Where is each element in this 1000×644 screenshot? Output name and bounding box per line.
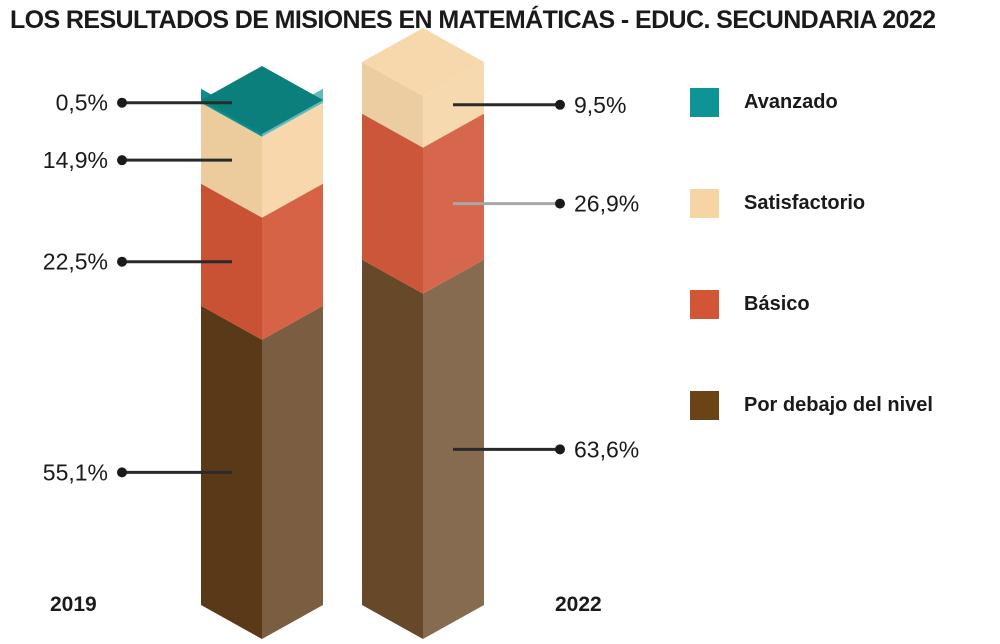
year-label-2022: 2022 [555,593,602,616]
leader-dot-2019-por-debajo [117,467,127,478]
data-label-2019-basico: 22,5% [43,249,108,275]
data-label-2019-por-debajo: 55,1% [43,459,108,485]
data-label-2022-satisfactorio: 9,5% [574,92,626,118]
bar-2019: 55,1% 22,5% 14,9% 0,5% [43,66,323,639]
legend-label-satisfactorio: Satisfactorio [744,191,866,214]
leader-dot-2022-basico [555,198,565,209]
bar-2019-por-debajo-right [262,305,323,639]
legend-label-avanzado: Avanzado [744,90,838,113]
data-label-2019-avanzado: 0,5% [56,90,108,116]
leader-dot-2019-satisfactorio [117,155,127,166]
year-label-2019: 2019 [50,593,97,616]
legend-item-por-debajo: Por debajo del nivel [690,390,933,420]
legend-label-basico: Básico [744,292,810,315]
bar-2022-por-debajo-left [362,259,423,639]
legend-item-satisfactorio: Satisfactorio [690,188,933,218]
bar-2019-top-cap [201,66,323,134]
legend-swatch-satisfactorio [690,188,719,218]
bar-2022-top-cap [362,27,484,96]
legend: Avanzado Satisfactorio Básico Por debajo… [690,87,933,420]
legend-item-basico: Básico [690,289,933,319]
legend-item-avanzado: Avanzado [690,87,933,117]
bar-2022-basico-left [362,113,423,294]
leader-dot-2019-basico [117,256,127,267]
legend-label-por-debajo: Por debajo del nivel [744,393,933,416]
leader-dot-2022-satisfactorio [555,99,565,110]
bar-2019-basico-right [262,183,323,340]
leader-dot-2019-avanzado [117,97,127,108]
data-label-2022-por-debajo: 63,6% [574,436,639,462]
legend-swatch-basico [690,289,719,319]
bar-2019-satisfactorio-right [262,102,323,218]
data-label-2022-basico: 26,9% [574,191,639,217]
data-label-2019-satisfactorio: 14,9% [43,147,108,173]
bar-2022: 63,6% 26,9% 9,5% [362,27,639,639]
bar-2022-satisfactorio-left [362,61,423,148]
legend-swatch-avanzado [690,87,719,117]
chart-title: LOS RESULTADOS DE MISIONES EN MATEMÁTICA… [10,6,936,34]
leader-dot-2022-por-debajo [555,444,565,455]
legend-swatch-por-debajo [690,390,719,420]
